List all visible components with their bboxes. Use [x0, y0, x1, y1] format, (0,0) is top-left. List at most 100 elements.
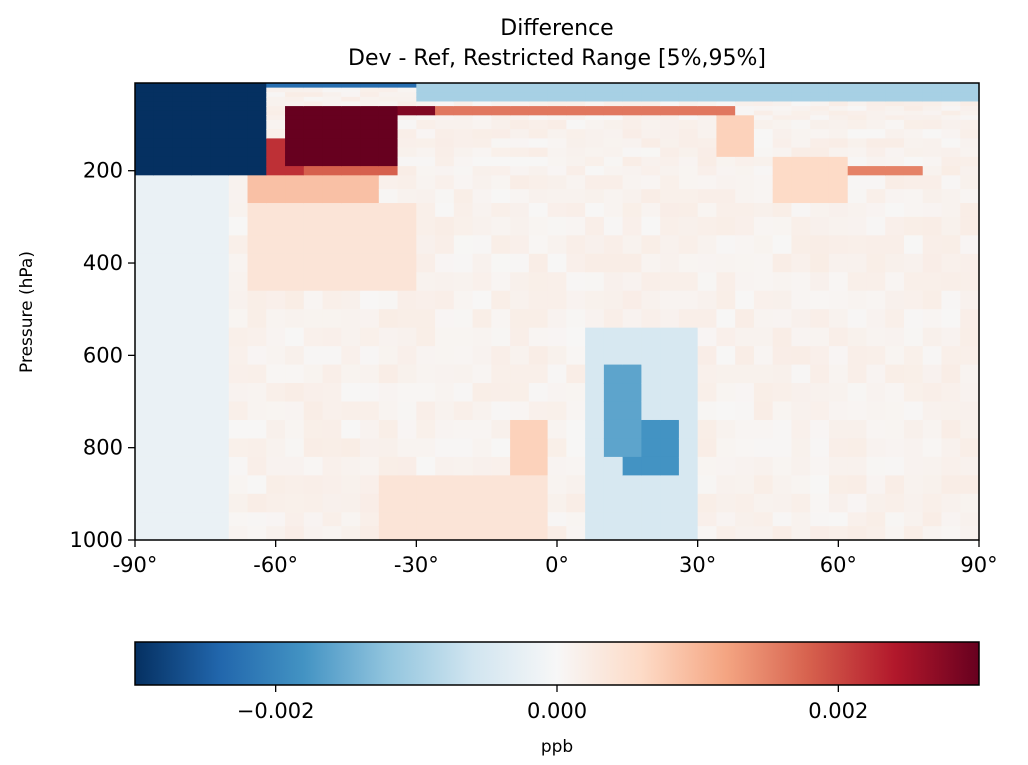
heatmap-cell: [153, 110, 174, 116]
heatmap-cell: [697, 106, 718, 112]
heatmap-cell: [210, 110, 230, 116]
heatmap-cell: [135, 419, 155, 440]
heatmap-cell: [228, 309, 249, 329]
heatmap-cell: [660, 475, 680, 495]
heatmap-cell: [247, 156, 267, 167]
heatmap-cell: [753, 115, 774, 121]
heatmap-cell: [322, 364, 342, 384]
heatmap-cell: [247, 106, 267, 112]
heatmap-cell: [266, 419, 286, 440]
heatmap-cell: [603, 327, 624, 347]
heatmap-cell: [322, 189, 342, 204]
heatmap-cell: [678, 156, 699, 167]
heatmap-cell: [547, 327, 567, 347]
heatmap-cell: [285, 526, 305, 541]
heatmap-cell: [810, 175, 830, 190]
heatmap-cell: [285, 216, 305, 236]
heatmap-cell: [510, 119, 530, 130]
colorbar: [135, 642, 979, 685]
heatmap-cell: [885, 401, 905, 421]
heatmap-cell: [322, 438, 342, 458]
heatmap-cell: [697, 235, 718, 255]
heatmap-cell: [903, 87, 924, 93]
heatmap-cell: [641, 216, 661, 236]
heatmap-cell: [885, 272, 905, 292]
heatmap-cell: [735, 92, 755, 98]
heatmap-cell: [828, 203, 849, 218]
heatmap-cell: [828, 475, 849, 495]
heatmap-cell: [791, 83, 811, 89]
heatmap-cell: [453, 106, 474, 112]
heatmap-cell: [735, 309, 755, 329]
heatmap-cell: [716, 383, 736, 403]
colorbar-tick-label: 0.002: [808, 699, 868, 723]
heatmap-cell: [941, 512, 961, 527]
heatmap-cell: [566, 92, 586, 98]
heatmap-cell: [566, 512, 586, 527]
heatmap-cell: [622, 110, 642, 116]
heatmap-cell: [453, 526, 474, 541]
heatmap-cell: [528, 166, 549, 176]
heatmap-cell: [753, 419, 774, 440]
heatmap-cell: [547, 438, 567, 458]
heatmap-cell: [172, 106, 192, 112]
heatmap-cell: [210, 364, 230, 384]
y-tick-label: 600: [83, 343, 123, 367]
heatmap-cell: [547, 92, 567, 98]
heatmap-cell: [153, 235, 174, 255]
heatmap-cell: [322, 346, 342, 366]
heatmap-cell: [228, 106, 249, 112]
heatmap-cell: [453, 272, 474, 292]
heatmap-cell: [922, 419, 943, 440]
heatmap-cell: [941, 115, 961, 121]
heatmap-cell: [716, 83, 736, 89]
heatmap-cell: [585, 156, 605, 167]
heatmap-cell: [416, 83, 436, 89]
heatmap-cell: [491, 493, 511, 513]
heatmap-cell: [566, 96, 586, 103]
heatmap-cell: [397, 419, 417, 440]
heatmap-cell: [453, 129, 474, 139]
heatmap-cell: [660, 253, 680, 273]
heatmap-cell: [753, 175, 774, 190]
heatmap-cell: [210, 493, 230, 513]
heatmap-cell: [603, 189, 624, 204]
heatmap-cell: [228, 475, 249, 495]
heatmap-cell: [585, 346, 605, 366]
heatmap-cell: [847, 175, 868, 190]
heatmap-cell: [922, 129, 943, 139]
heatmap-cell: [622, 364, 642, 384]
heatmap-cell: [153, 309, 174, 329]
heatmap-cell: [416, 119, 436, 130]
heatmap-cell: [866, 83, 886, 89]
heatmap-cell: [866, 346, 886, 366]
heatmap-cell: [153, 290, 174, 310]
heatmap-cell: [510, 216, 530, 236]
heatmap-cell: [341, 87, 361, 93]
heatmap-cell: [566, 364, 586, 384]
heatmap-cell: [491, 512, 511, 527]
heatmap-cell: [453, 119, 474, 130]
heatmap-cell: [828, 106, 849, 112]
heatmap-cell: [135, 272, 155, 292]
heatmap-cell: [753, 235, 774, 255]
heatmap-cell: [566, 110, 586, 116]
heatmap-cell: [547, 364, 567, 384]
heatmap-cell: [772, 272, 793, 292]
heatmap-cell: [866, 92, 886, 98]
heatmap-cell: [828, 138, 849, 149]
heatmap-cell: [885, 110, 905, 116]
heatmap-cell: [472, 419, 492, 440]
heatmap-cell: [472, 147, 492, 158]
heatmap-cell: [285, 290, 305, 310]
heatmap-cell: [247, 138, 267, 149]
heatmap-cell: [866, 110, 886, 116]
heatmap-cell: [453, 92, 474, 98]
heatmap-cell: [547, 175, 567, 190]
heatmap-cell: [885, 96, 905, 103]
heatmap-cell: [303, 119, 324, 130]
heatmap-cell: [360, 253, 380, 273]
heatmap-cell: [472, 92, 492, 98]
heatmap-cell: [528, 106, 549, 112]
heatmap-cell: [678, 512, 699, 527]
